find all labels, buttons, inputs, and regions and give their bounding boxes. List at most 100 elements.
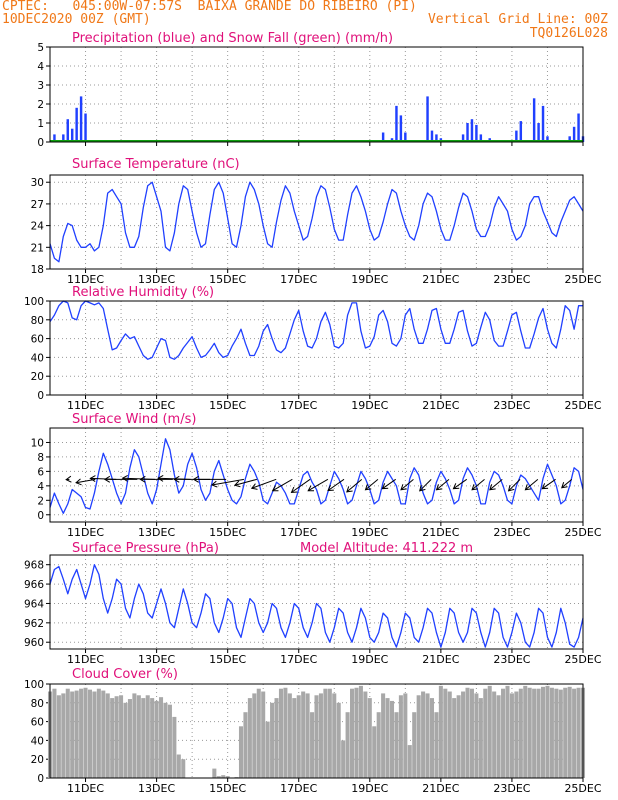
- y-tick-label: 3: [37, 80, 44, 92]
- wind-barb: [525, 478, 539, 491]
- y-tick-label: 60: [31, 334, 44, 346]
- wind-barb: [346, 478, 363, 493]
- x-tick-label: 23DEC: [493, 526, 530, 539]
- cloud-bar: [243, 712, 248, 778]
- wind-barb-head: [121, 474, 128, 482]
- cloud-bar: [367, 698, 372, 778]
- cloud-bar: [443, 688, 448, 778]
- cloud-bar: [372, 726, 377, 778]
- cloud-bar: [425, 693, 430, 778]
- cloud-bar: [416, 695, 421, 778]
- cloud-bar: [212, 768, 217, 778]
- cloud-bar: [216, 776, 221, 778]
- cloud-bar: [167, 704, 172, 778]
- plot-frame: [49, 174, 584, 270]
- wind-barb-head: [561, 482, 568, 489]
- cloud-bar: [549, 687, 554, 778]
- wind-barb: [307, 478, 329, 492]
- wind-barb: [419, 478, 432, 492]
- x-tick-label: 11DEC: [67, 273, 104, 286]
- y-tick-label: 24: [31, 221, 45, 233]
- pres-title: Surface Pressure (hPa): [72, 541, 219, 556]
- cloud-bar: [501, 688, 506, 778]
- cloud-bar: [292, 698, 297, 778]
- wind-barb-head: [381, 483, 389, 490]
- cloud-bar: [363, 691, 368, 778]
- cloud-bar: [487, 685, 492, 778]
- cloud-bar: [70, 691, 75, 778]
- x-tick-label: 15DEC: [209, 653, 246, 666]
- cloud-bar: [83, 687, 88, 778]
- wind-barb: [508, 478, 521, 492]
- cloud-bar: [496, 695, 501, 778]
- precip-bar: [430, 130, 434, 142]
- x-tick-label: 13DEC: [138, 399, 175, 412]
- cloud-bar: [412, 712, 417, 778]
- precip-bar: [577, 113, 580, 142]
- cloud-bar: [181, 759, 186, 778]
- cloud-bar: [572, 688, 577, 778]
- y-tick-label: 18: [31, 264, 44, 276]
- y-tick-label: 80: [31, 315, 44, 327]
- cloud-bar: [247, 698, 252, 778]
- wind-barb: [211, 478, 245, 486]
- precip-bar: [541, 105, 545, 142]
- cloud-bar: [478, 698, 483, 778]
- cloud-bar: [323, 688, 328, 778]
- y-tick-label: 0: [37, 510, 44, 522]
- y-tick-label: 4: [37, 61, 44, 73]
- cloud-bar: [278, 688, 283, 778]
- cloud-bar: [305, 693, 310, 778]
- precip-bar: [461, 134, 465, 142]
- wind-barb-head: [65, 475, 72, 483]
- x-tick-label: 21DEC: [422, 782, 459, 795]
- cloud-bar: [123, 702, 128, 778]
- wind-barb: [400, 478, 414, 491]
- wind-barb-head: [346, 486, 353, 493]
- plot-frame: [49, 554, 584, 650]
- cloud-bar: [336, 702, 341, 778]
- cloud-bar: [452, 698, 457, 778]
- wind-barb-head: [103, 475, 111, 483]
- precip-bar: [475, 124, 478, 142]
- precip-bar: [426, 96, 429, 142]
- cloud-bar: [376, 712, 381, 778]
- rh-title: Relative Humidity (%): [72, 285, 214, 300]
- cloud-bar: [558, 689, 563, 778]
- cloud-bar: [350, 688, 355, 778]
- x-tick-label: 19DEC: [351, 526, 388, 539]
- wind-barb: [382, 478, 396, 490]
- cloud-bar: [429, 698, 435, 778]
- plot-frame: [49, 300, 584, 396]
- precip-bar: [568, 136, 571, 142]
- y-tick-label: 20: [31, 754, 44, 766]
- x-tick-label: 19DEC: [351, 273, 388, 286]
- cloud-bar: [127, 699, 132, 778]
- cloud-bar: [532, 688, 537, 778]
- cloud-bar: [65, 688, 70, 778]
- cloud-bar: [163, 702, 168, 778]
- x-tick-label: 19DEC: [351, 399, 388, 412]
- cloud-bar: [141, 698, 146, 778]
- y-tick-label: 0: [37, 137, 44, 149]
- wind-barb-head: [489, 484, 496, 491]
- x-tick-label: 25DEC: [564, 526, 601, 539]
- wind-barb-head: [452, 483, 460, 490]
- wind-barb-head: [541, 483, 549, 490]
- wind-barb-head: [271, 485, 279, 492]
- cloud-bar: [527, 687, 532, 778]
- y-tick-label: 100: [24, 296, 44, 308]
- cloud-bar: [434, 712, 439, 778]
- cloud-bar: [536, 688, 541, 778]
- cloud-bar: [345, 712, 350, 778]
- plot-frame: [49, 46, 584, 143]
- x-tick-label: 13DEC: [138, 782, 175, 795]
- wind-barb-head: [307, 485, 315, 492]
- y-tick-label: 20: [31, 371, 44, 383]
- cloud-bar: [310, 712, 315, 778]
- precip-bar: [381, 132, 385, 142]
- cloud-bar: [541, 686, 546, 778]
- precip-bar: [53, 134, 56, 142]
- header-line2-left: 10DEC2020 00Z (GMT): [2, 12, 151, 27]
